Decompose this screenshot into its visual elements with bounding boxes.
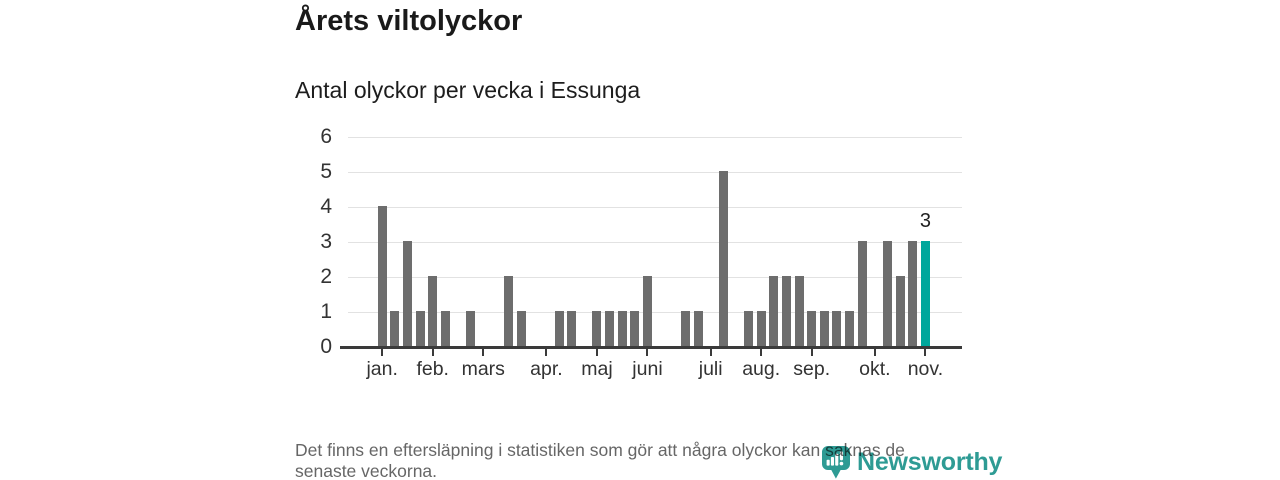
- month-tick-mars: [482, 349, 485, 356]
- bar-week: [895, 276, 905, 346]
- bar-week: [680, 311, 690, 346]
- bar-week-highlight: [920, 241, 930, 346]
- y-axis-label-3: 3: [320, 230, 332, 253]
- y-axis-label-6: 6: [320, 125, 332, 148]
- bar-week: [693, 311, 703, 346]
- footnote-line: senaste veckorna.: [295, 461, 438, 480]
- bar-week: [390, 311, 400, 346]
- bar-week: [504, 276, 514, 346]
- bar-week: [807, 311, 817, 346]
- month-label-juni: juni: [632, 358, 663, 380]
- bar-week: [832, 311, 842, 346]
- bar-chart-plot-area: 0 1 2 3 4 5 6 jan. feb. mars apr. maj juni juli aug. se…: [320, 125, 962, 380]
- newsworthy-logo-icon: [822, 446, 850, 479]
- chart-subtitle: Antal olyckor per vecka i Essunga: [295, 77, 641, 103]
- bar-week: [718, 171, 728, 346]
- bar-week: [630, 311, 640, 346]
- month-label-maj: maj: [581, 358, 613, 380]
- newsworthy-logo: Newsworthy: [822, 446, 1002, 479]
- month-tick-okt: [873, 349, 876, 356]
- bar-week: [769, 276, 779, 346]
- month-tick-feb: [431, 349, 434, 356]
- bar-week: [781, 276, 791, 346]
- gridline-y-6: [348, 137, 962, 138]
- month-tick-sep: [810, 349, 813, 356]
- bar-week: [592, 311, 602, 346]
- y-axis-label-2: 2: [320, 265, 332, 288]
- x-axis-line: [340, 346, 962, 349]
- gridline-y-5: [348, 172, 962, 173]
- month-tick-apr: [545, 349, 548, 356]
- bar-week: [908, 241, 918, 346]
- bar-week: [794, 276, 804, 346]
- bar-week: [554, 311, 564, 346]
- month-tick-juli: [709, 349, 712, 356]
- bar-week: [605, 311, 615, 346]
- y-axis-label-5: 5: [320, 160, 332, 183]
- month-label-juli: juli: [698, 358, 723, 380]
- y-axis-label-4: 4: [320, 195, 332, 218]
- month-tick-maj: [595, 349, 598, 356]
- month-label-jan: jan.: [366, 358, 398, 380]
- bar-week: [567, 311, 577, 346]
- gridline-y-4: [348, 207, 962, 208]
- month-label-nov: nov.: [907, 358, 944, 380]
- bar-week: [377, 206, 387, 346]
- month-label-apr: apr.: [530, 358, 563, 380]
- bar-week: [516, 311, 526, 346]
- month-tick-nov: [924, 349, 927, 356]
- bar-week: [857, 241, 867, 346]
- bar-week: [642, 276, 652, 346]
- bar-week: [756, 311, 766, 346]
- bar-week: [845, 311, 855, 346]
- gridline-y-1: [348, 312, 962, 313]
- month-label-feb: feb.: [416, 358, 449, 380]
- month-label-okt: okt.: [859, 358, 891, 380]
- month-tick-juni: [646, 349, 649, 356]
- bar-week: [466, 311, 476, 346]
- bar-week: [402, 241, 412, 346]
- chart-title: Årets viltolyckor: [295, 5, 523, 37]
- month-tick-jan: [381, 349, 384, 356]
- bar-week: [819, 311, 829, 346]
- bar-week: [744, 311, 754, 346]
- gridline-y-3: [348, 242, 962, 243]
- bar-week: [440, 311, 450, 346]
- month-label-aug: aug.: [742, 358, 781, 380]
- bar-week: [617, 311, 627, 346]
- bar-value-label: 3: [919, 210, 931, 232]
- y-axis-label-0: 0: [320, 335, 332, 358]
- month-tick-aug: [760, 349, 763, 356]
- bar-week: [428, 276, 438, 346]
- month-label-mars: mars: [461, 358, 505, 380]
- bar-week: [883, 241, 893, 346]
- footnote: Det finns en eftersläpning i statistiken…: [295, 440, 905, 480]
- footnote-line: Det finns en eftersläpning i statistiken…: [295, 440, 905, 460]
- month-label-sep: sep.: [793, 358, 831, 380]
- gridline-y-2: [348, 277, 962, 278]
- bar-week: [415, 311, 425, 346]
- newsworthy-logo-text: Newsworthy: [857, 448, 1003, 476]
- y-axis-label-1: 1: [320, 300, 332, 323]
